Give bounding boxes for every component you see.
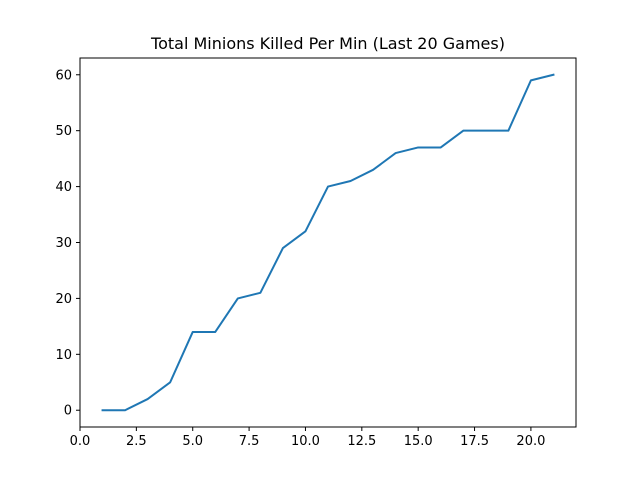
x-tick-label: 10.0 xyxy=(291,434,320,449)
x-tick-label: 20.0 xyxy=(516,434,545,449)
y-tick-label: 30 xyxy=(55,236,72,251)
plot-frame xyxy=(79,57,577,428)
x-tick-label: 5.0 xyxy=(182,434,203,449)
y-tick-label: 40 xyxy=(55,180,72,195)
y-axis-ticks: 0 10 20 30 40 50 60 xyxy=(55,68,80,419)
y-tick-label: 0 xyxy=(64,404,72,419)
y-tick-label: 10 xyxy=(55,348,72,363)
x-axis-ticks: 0.0 2.5 5.0 7.5 10.0 12.5 15.0 17.5 20.0 xyxy=(70,427,545,449)
x-tick-label: 0.0 xyxy=(70,434,91,449)
series-line xyxy=(101,73,555,412)
y-tick-label: 60 xyxy=(55,68,72,83)
x-tick-label: 15.0 xyxy=(404,434,433,449)
plot-lines xyxy=(101,73,555,412)
y-tick-label: 20 xyxy=(55,292,72,307)
chart-title: Total Minions Killed Per Min (Last 20 Ga… xyxy=(150,34,505,53)
x-tick-label: 12.5 xyxy=(347,434,376,449)
x-tick-label: 17.5 xyxy=(460,434,489,449)
x-tick-label: 2.5 xyxy=(126,434,147,449)
x-tick-label: 7.5 xyxy=(239,434,260,449)
y-tick-label: 50 xyxy=(55,124,72,139)
